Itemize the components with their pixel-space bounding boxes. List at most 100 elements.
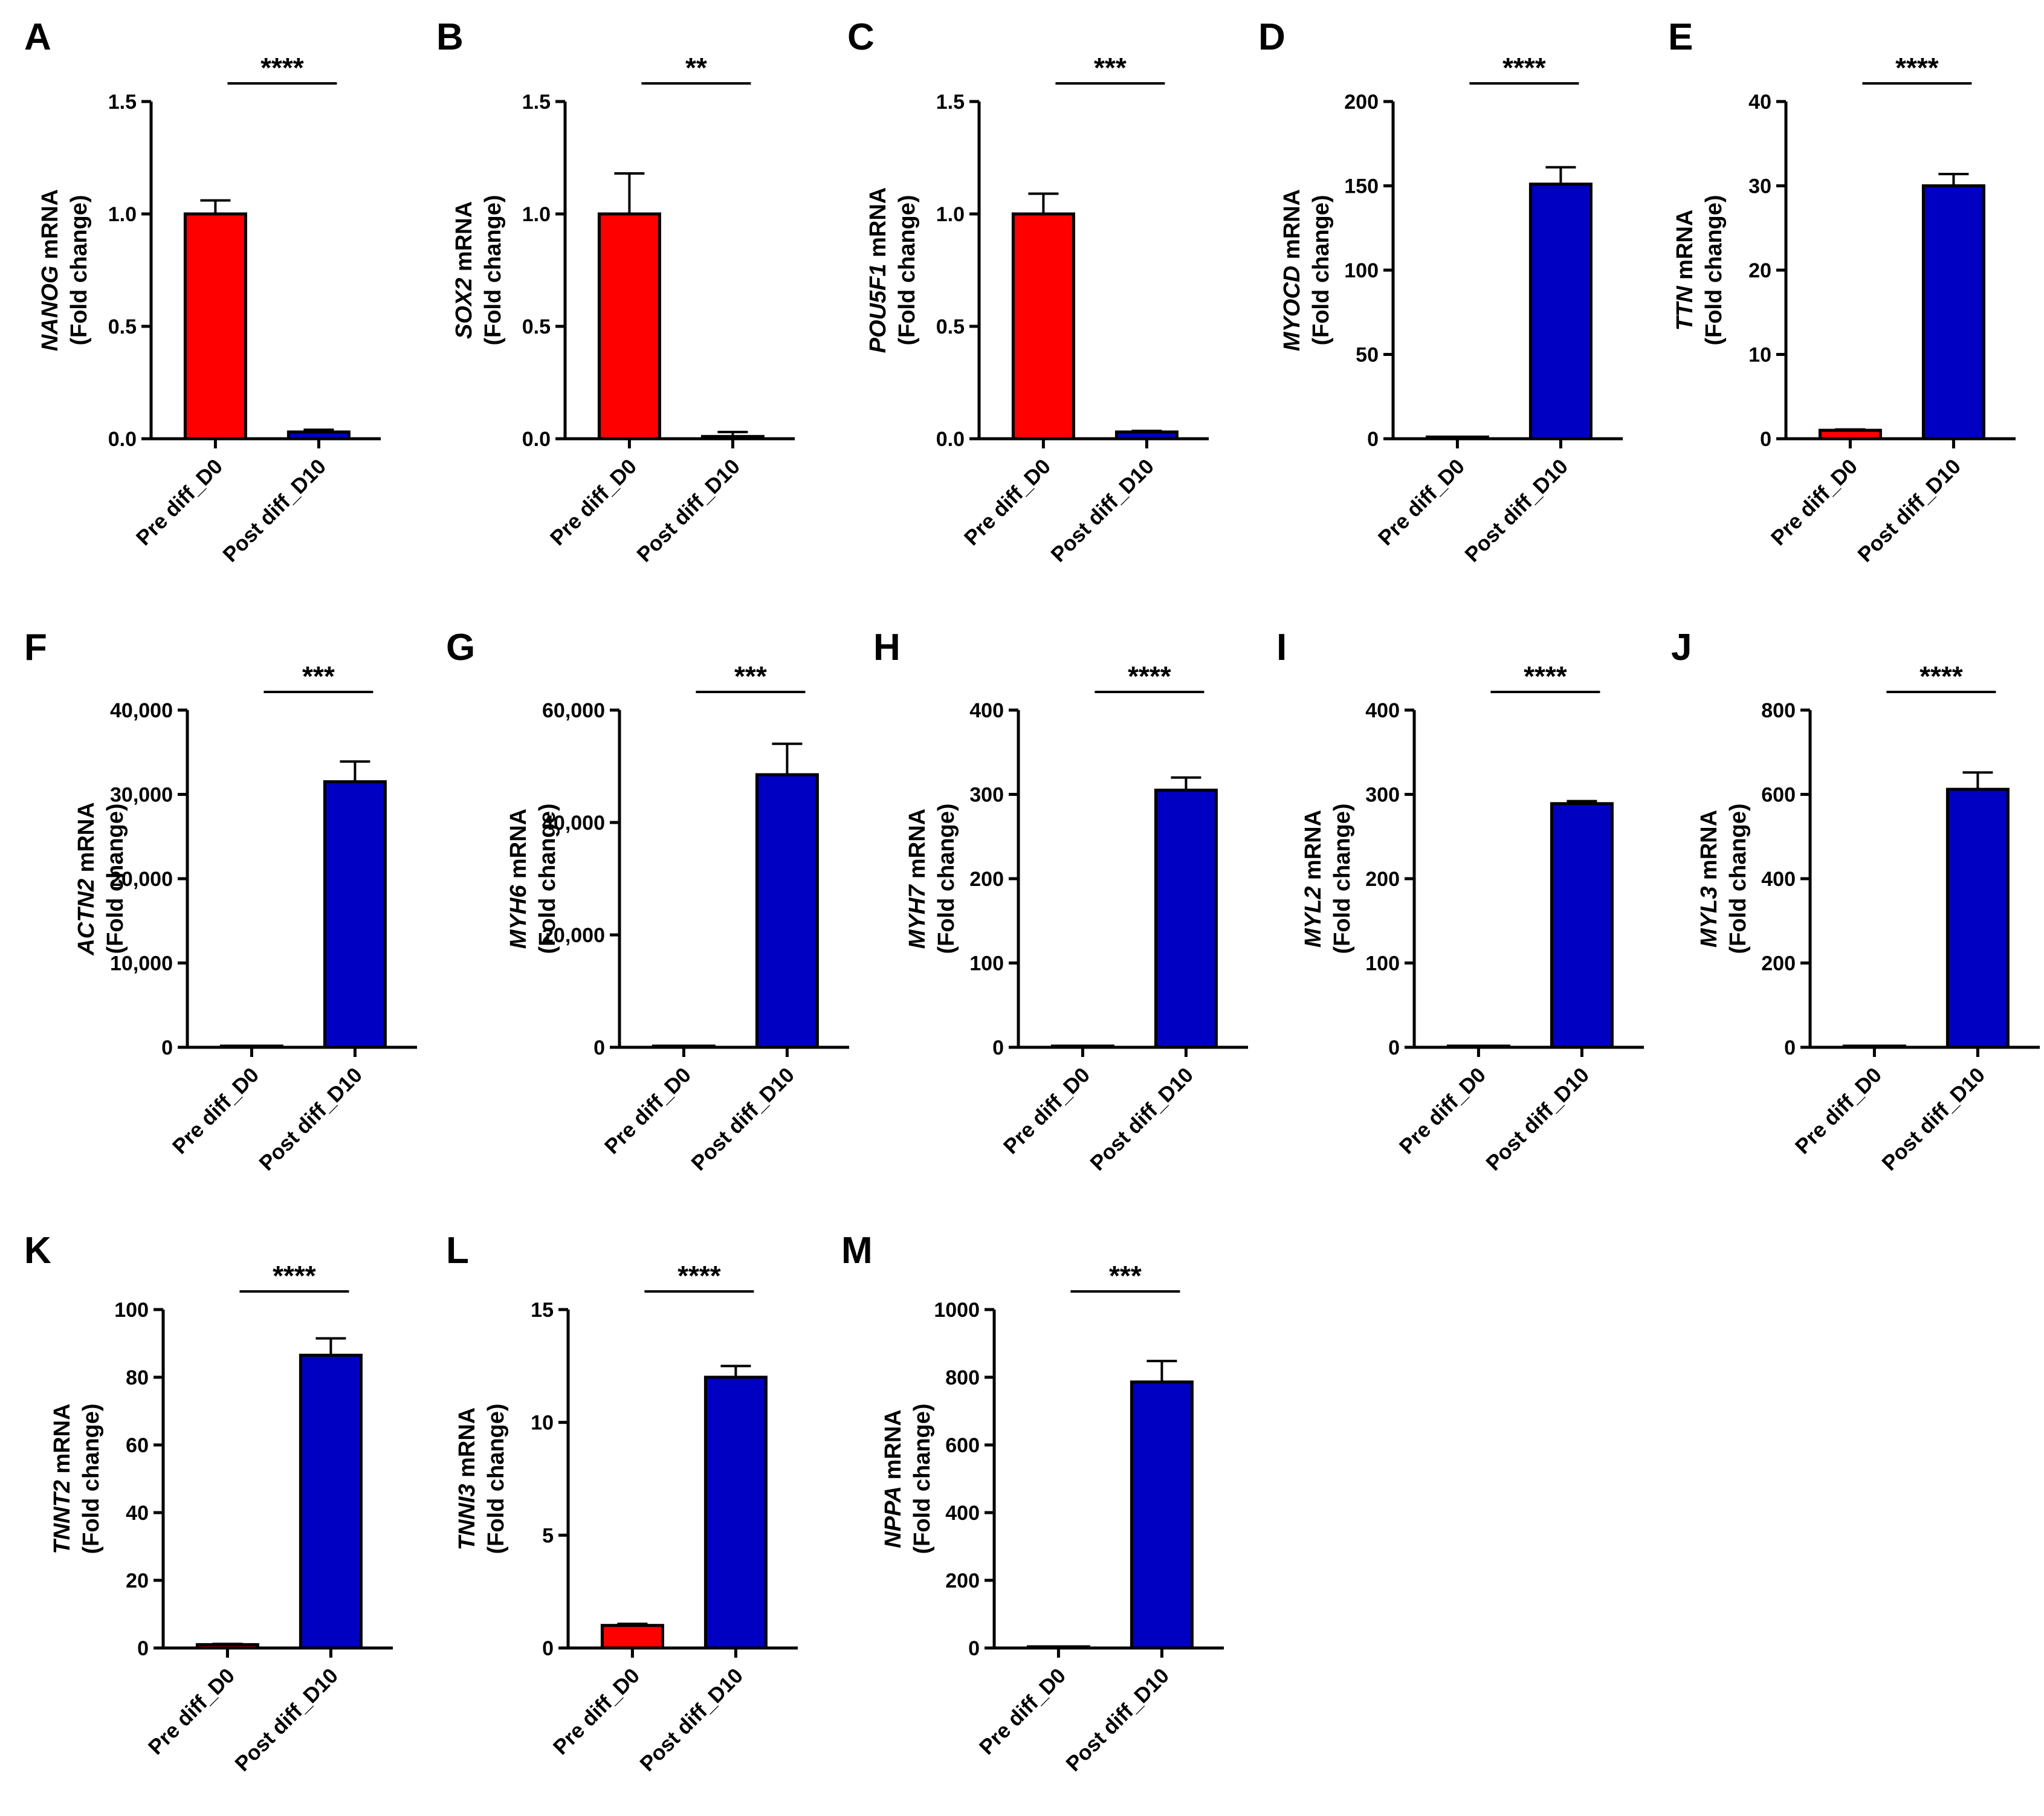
y-axis-gene: SOX2 — [451, 278, 477, 339]
y-tick-label: 200 — [1761, 952, 1796, 975]
x-tick-label: Post diff_D10 — [1460, 454, 1573, 567]
significance-stars: **** — [1895, 52, 1939, 83]
panel-letter: D — [1258, 16, 1286, 58]
bar-pre-diff-d0 — [597, 212, 661, 441]
y-tick-label: 100 — [114, 1299, 149, 1322]
x-tick-label: Pre diff_D0 — [975, 1664, 1070, 1759]
y-tick-label: 800 — [1761, 699, 1796, 722]
y-tick-label: 1.5 — [936, 91, 965, 114]
y-axis-label-line2: (Fold change) — [934, 803, 959, 954]
y-tick-label: 400 — [969, 699, 1004, 722]
panel-letter: M — [841, 1230, 873, 1272]
x-tick-label: Pre diff_D0 — [600, 1063, 696, 1158]
y-tick-label: 50 — [1356, 344, 1379, 367]
y-tick-label: 600 — [945, 1434, 980, 1457]
y-axis-gene: MYL3 — [1696, 887, 1722, 948]
y-tick-label: 1.5 — [522, 91, 551, 114]
panel-letter: E — [1668, 16, 1693, 58]
bar-post-diff-d10 — [286, 430, 351, 441]
y-axis-unit: mRNA — [1301, 810, 1326, 887]
y-axis-gene: NPPA — [881, 1486, 906, 1548]
y-axis-gene: TNNT2 — [50, 1480, 75, 1554]
y-tick-label: 400 — [1761, 868, 1796, 891]
panel-letter: I — [1276, 627, 1287, 668]
y-axis-unit: mRNA — [1279, 189, 1305, 266]
y-axis-label: ACTN2 mRNA — [74, 802, 99, 955]
y-axis-label-line2: (Fold change) — [484, 1403, 509, 1554]
y-axis-label: MYL3 mRNA — [1696, 810, 1722, 948]
y-tick-label: 1.0 — [936, 203, 965, 226]
y-axis-unit: mRNA — [37, 189, 63, 266]
x-tick-label: Post diff_D10 — [1853, 454, 1965, 567]
bar-post-diff-d10 — [1550, 802, 1614, 1049]
bar-post-diff-d10 — [1945, 787, 2010, 1049]
x-tick-label: Pre diff_D0 — [1767, 454, 1862, 550]
y-axis-label: MYOCD mRNA — [1279, 189, 1305, 351]
y-axis-gene: MYL2 — [1301, 887, 1326, 948]
y-tick-label: 40 — [1748, 91, 1771, 114]
y-tick-label: 1.5 — [108, 91, 137, 114]
panel-i: I 0 100 200 300 400 MYL2 mRNA (Fold change) Pre … — [1276, 627, 1644, 1175]
bar-post-diff-d10 — [1154, 789, 1218, 1049]
x-tick-label: Post diff_D10 — [635, 1664, 748, 1776]
y-tick-label: 1000 — [934, 1299, 980, 1322]
bar-post-diff-d10 — [1130, 1380, 1194, 1650]
y-axis-unit: mRNA — [865, 187, 891, 264]
x-tick-label: Post diff_D10 — [1481, 1063, 1594, 1175]
x-tick-label: Post diff_D10 — [230, 1664, 343, 1776]
y-tick-label: 600 — [1761, 784, 1796, 807]
bar-post-diff-d10 — [700, 435, 765, 441]
y-axis-label-line2: (Fold change) — [66, 195, 92, 345]
y-tick-label: 20 — [126, 1569, 149, 1592]
y-tick-label: 0 — [593, 1036, 605, 1059]
significance-stars: **** — [260, 52, 304, 83]
y-axis-label: NANOG mRNA — [37, 189, 63, 351]
y-axis-label-line2: (Fold change) — [480, 195, 506, 345]
bar-pre-diff-d0 — [1050, 1044, 1114, 1049]
x-tick-label: Pre diff_D0 — [144, 1664, 239, 1759]
y-axis-label: POU5F1 mRNA — [865, 187, 891, 354]
y-tick-label: 200 — [945, 1569, 980, 1592]
y-tick-label: 100 — [969, 952, 1004, 975]
y-tick-label: 5 — [542, 1524, 554, 1547]
y-tick-label: 60 — [126, 1434, 149, 1457]
x-tick-label: Pre diff_D0 — [549, 1664, 644, 1759]
y-tick-label: 15 — [531, 1299, 554, 1322]
y-tick-label: 300 — [969, 784, 1004, 807]
bar-post-diff-d10 — [299, 1354, 363, 1650]
y-axis-label-line2: (Fold change) — [894, 195, 920, 345]
y-tick-label: 10,000 — [110, 952, 173, 975]
panel-m: M 0 200 400 600 800 1000 NPPA mRNA (Fold change)… — [841, 1230, 1224, 1776]
significance-stars: **** — [678, 1260, 721, 1291]
bar-post-diff-d10 — [703, 1375, 768, 1650]
y-axis-label-line2: (Fold change) — [79, 1403, 104, 1554]
y-axis-label-line2: (Fold change) — [910, 1403, 935, 1554]
y-tick-label: 1.0 — [522, 203, 551, 226]
y-tick-label: 0.5 — [936, 315, 965, 338]
bar-pre-diff-d0 — [652, 1044, 716, 1049]
y-axis-gene: NANOG — [37, 266, 63, 351]
x-tick-label: Pre diff_D0 — [999, 1063, 1095, 1158]
y-tick-label: 30,000 — [110, 784, 173, 807]
y-tick-label: 300 — [1365, 784, 1400, 807]
significance-stars: *** — [1094, 52, 1127, 83]
x-tick-label: Pre diff_D0 — [1395, 1063, 1490, 1158]
x-tick-label: Post diff_D10 — [1085, 1063, 1198, 1175]
bar-post-diff-d10 — [323, 780, 387, 1049]
y-axis-label: TNNT2 mRNA — [50, 1403, 75, 1554]
y-tick-label: 0 — [1784, 1036, 1796, 1059]
y-axis-unit: mRNA — [50, 1403, 75, 1480]
x-tick-label: Pre diff_D0 — [960, 454, 1055, 550]
y-axis-gene: TNNI3 — [454, 1484, 480, 1550]
x-tick-label: Pre diff_D0 — [1791, 1063, 1886, 1158]
y-tick-label: 0 — [1367, 428, 1379, 451]
bar-pre-diff-d0 — [1425, 435, 1489, 441]
y-tick-label: 100 — [1344, 259, 1379, 282]
bar-pre-diff-d0 — [1011, 212, 1075, 441]
x-tick-label: Post diff_D10 — [1061, 1664, 1174, 1776]
x-tick-label: Post diff_D10 — [218, 454, 331, 567]
y-axis-unit: mRNA — [881, 1409, 906, 1486]
significance-stars: *** — [302, 661, 335, 692]
bar-pre-diff-d0 — [1026, 1645, 1090, 1650]
y-axis-label: TTN mRNA — [1672, 210, 1698, 331]
